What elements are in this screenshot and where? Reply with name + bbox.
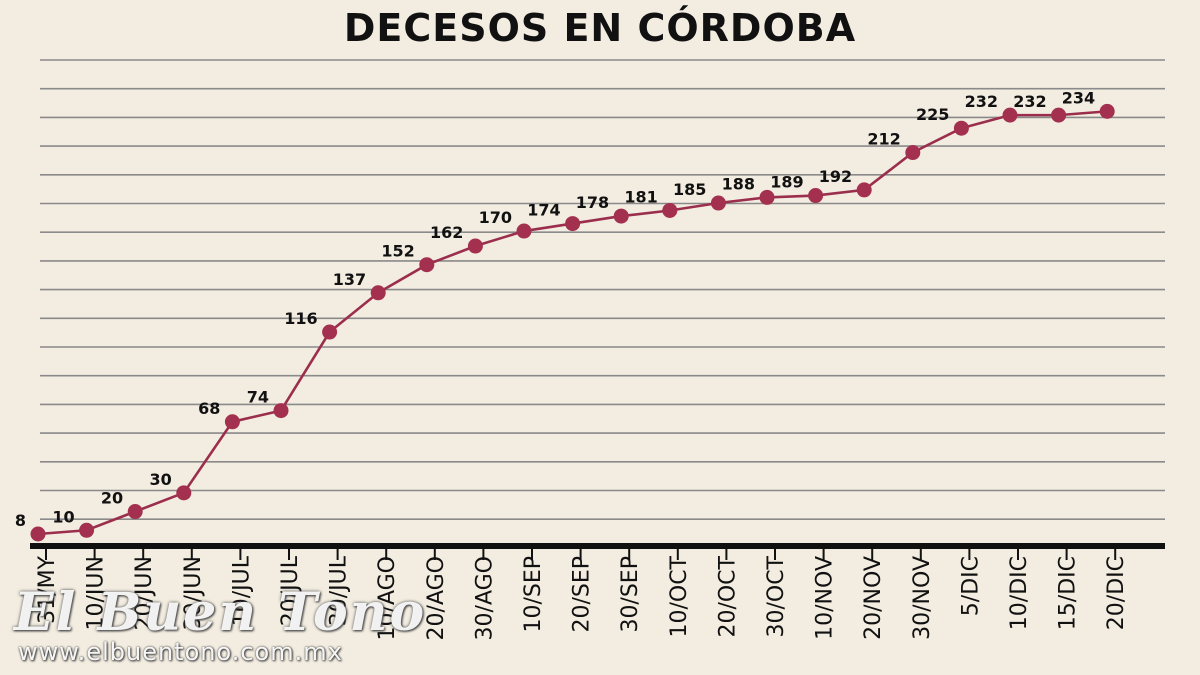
data-labels: 8 10 20 30 68 74 116 137 152 162 170 174 178 181 185 18…: [15, 88, 1095, 530]
data-point: [662, 202, 678, 218]
x-tick-label: 15/DIC: [1056, 556, 1081, 630]
data-label: 225: [916, 105, 949, 124]
data-point: [79, 522, 95, 538]
data-point: [1099, 103, 1115, 119]
data-point: [759, 189, 775, 205]
data-label: 178: [576, 193, 609, 212]
data-label: 20: [101, 489, 123, 508]
x-tick-label: 30/AGO: [472, 556, 497, 640]
data-label: 152: [381, 242, 414, 261]
x-tick-label: 10/JUL: [229, 555, 254, 626]
x-tick-label: 5/DIC: [958, 556, 983, 616]
data-label: 30: [150, 470, 172, 489]
data-point: [322, 324, 338, 340]
data-point: [565, 216, 581, 232]
data-label: 212: [867, 130, 900, 149]
data-point: [467, 238, 483, 254]
data-point: [953, 120, 969, 136]
data-label: 232: [1013, 92, 1046, 111]
watermark-url: www.elbuentono.com.mx: [18, 638, 343, 666]
x-tick-label: 30/JUN: [181, 556, 206, 630]
x-tick-label: 20/NOV: [861, 556, 886, 640]
x-tick-label: 10/AGO: [375, 556, 400, 640]
data-point: [1002, 107, 1018, 123]
data-point: [808, 188, 824, 204]
data-label: 189: [770, 173, 803, 192]
data-label: 8: [15, 511, 26, 530]
x-tick-label: 10/OCT: [667, 555, 692, 637]
data-label: 174: [527, 201, 560, 220]
data-point: [710, 195, 726, 211]
data-point: [516, 223, 532, 239]
data-label: 185: [673, 180, 706, 199]
data-points: [30, 103, 1115, 542]
x-tick-labels: 31/MY 10/JUN 20/JUN 30/JUN 10/JUL 20/JUL 30/JU…: [35, 555, 1129, 640]
data-label: 162: [430, 223, 463, 242]
data-point: [370, 285, 386, 301]
watermark-logo: El Buen Tono: [14, 582, 427, 643]
x-tick-label: 20/JUL: [278, 555, 303, 626]
data-point: [224, 414, 240, 430]
data-label: 181: [624, 187, 657, 206]
x-tick-label: 20/JUN: [132, 556, 157, 630]
data-label: 137: [333, 270, 366, 289]
data-label: 68: [198, 399, 220, 418]
x-tick-label: 30/OCT: [764, 555, 789, 637]
data-point: [176, 485, 192, 501]
data-label: 188: [722, 174, 755, 193]
data-point: [30, 526, 46, 542]
x-tick-label: 30/JUL: [327, 555, 352, 626]
data-label: 170: [479, 208, 512, 227]
data-label: 232: [965, 92, 998, 111]
x-tick-label: 10/NOV: [813, 556, 838, 640]
data-label: 234: [1062, 88, 1095, 107]
chart-title: DECESOS EN CÓRDOBA: [343, 6, 857, 50]
data-point: [1051, 107, 1067, 123]
data-point: [273, 403, 289, 419]
x-tick-label: 10/DIC: [1007, 556, 1032, 630]
x-tick-label: 10/JUN: [84, 556, 109, 630]
data-point: [905, 145, 921, 161]
x-tick-label: 20/OCT: [715, 555, 740, 637]
data-label: 10: [52, 507, 74, 526]
x-tick-label: 20/AGO: [424, 556, 449, 640]
data-label: 74: [247, 388, 269, 407]
x-tick-label: 30/SEP: [618, 556, 643, 633]
x-tick-label: 31/MY: [35, 555, 60, 623]
data-point: [856, 182, 872, 198]
data-label: 192: [819, 167, 852, 186]
x-ticks: [45, 546, 1117, 560]
x-tick-label: 10/SEP: [521, 556, 546, 633]
data-point: [419, 257, 435, 273]
x-tick-label: 30/NOV: [910, 556, 935, 640]
data-point: [613, 208, 629, 224]
data-label: 116: [284, 309, 317, 328]
x-tick-label: 20/DIC: [1104, 556, 1129, 630]
x-tick-label: 20/SEP: [570, 556, 595, 633]
grid-lines: [30, 59, 1165, 549]
data-point: [127, 504, 143, 520]
